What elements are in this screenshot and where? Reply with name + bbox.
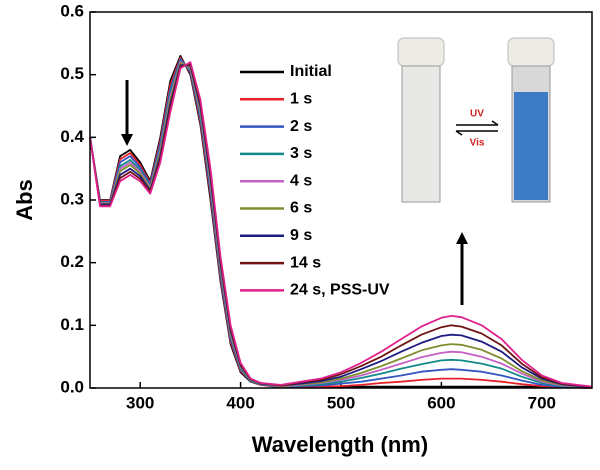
y-tick-label: 0.2 bbox=[60, 252, 84, 271]
legend-label: 4 s bbox=[290, 172, 312, 189]
y-tick-label: 0.1 bbox=[60, 315, 84, 334]
legend-label: Initial bbox=[290, 63, 332, 80]
x-tick-label: 500 bbox=[327, 393, 355, 412]
vial-cap bbox=[507, 37, 555, 67]
y-tick-label: 0.5 bbox=[60, 64, 84, 83]
x-tick-label: 300 bbox=[126, 393, 154, 412]
x-axis-title: Wavelength (nm) bbox=[252, 432, 428, 457]
series-line bbox=[89, 61, 593, 388]
x-tick-label: 400 bbox=[226, 393, 254, 412]
y-tick-label: 0.0 bbox=[60, 377, 84, 396]
legend-label: 1 s bbox=[290, 91, 312, 108]
legend-label: 14 s bbox=[290, 254, 321, 271]
plot-frame bbox=[89, 11, 593, 389]
x-tick-label: 700 bbox=[528, 393, 556, 412]
legend-label: 6 s bbox=[290, 200, 312, 217]
inset-label: Vis bbox=[470, 138, 485, 149]
y-tick-label: 0.3 bbox=[60, 189, 84, 208]
y-tick-label: 0.6 bbox=[60, 1, 84, 20]
legend-label: 24 s, PSS-UV bbox=[290, 282, 390, 299]
arrow-head bbox=[491, 120, 499, 126]
arrow-head bbox=[455, 130, 463, 136]
inset-label: UV bbox=[470, 109, 484, 120]
legend-label: 2 s bbox=[290, 118, 312, 135]
legend-label: 9 s bbox=[290, 227, 312, 244]
vial-solution bbox=[514, 92, 548, 200]
x-tick-label: 600 bbox=[427, 393, 455, 412]
inset-photo: UV Vis bbox=[397, 37, 555, 203]
legend-label: 3 s bbox=[290, 145, 312, 162]
vial-cap bbox=[397, 37, 445, 67]
vial bbox=[401, 65, 441, 203]
y-axis-title: Abs bbox=[12, 179, 37, 221]
y-tick-label: 0.4 bbox=[60, 127, 84, 146]
